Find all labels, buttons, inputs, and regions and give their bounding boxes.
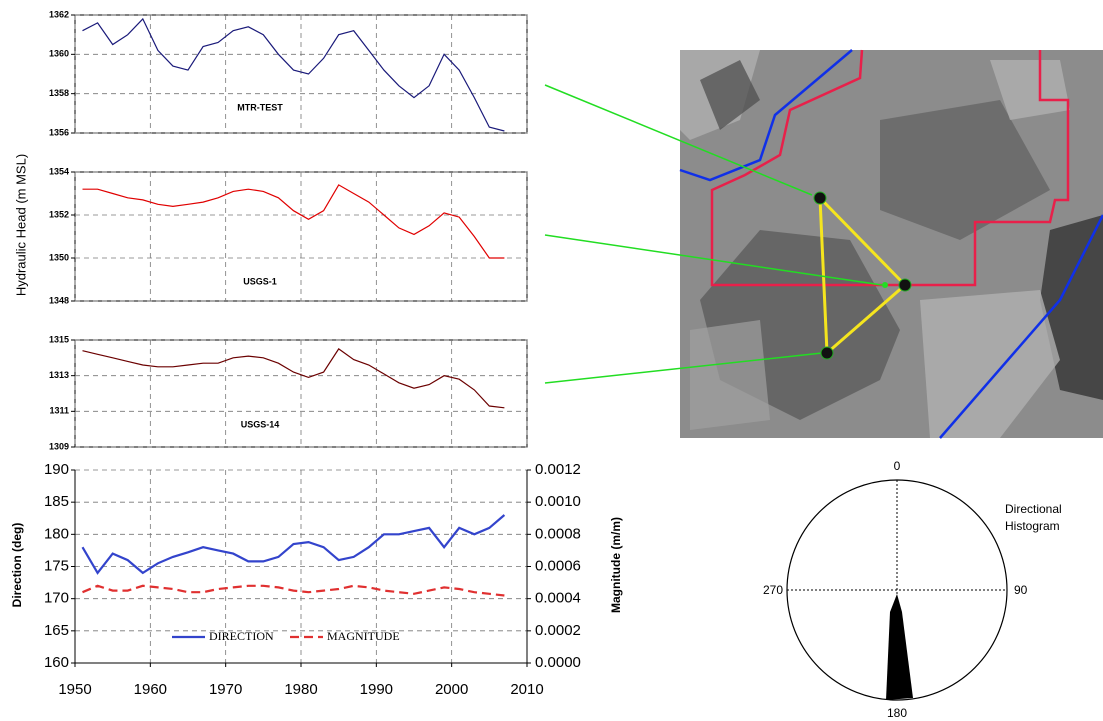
- map: [545, 50, 1103, 438]
- y2-tick-label: 0.0000: [535, 654, 581, 671]
- y-tick-label: 190: [44, 461, 69, 478]
- y-tick-label: 175: [44, 557, 69, 574]
- y2-tick-label: 0.0002: [535, 622, 581, 639]
- x-tick-label: 1950: [58, 681, 91, 698]
- y2-tick-label: 0.0004: [535, 590, 581, 607]
- shared-y-label: Hydraulic Head (m MSL): [13, 154, 28, 296]
- y-tick-label: 1315: [49, 334, 69, 344]
- legend-label: MAGNITUDE: [327, 629, 400, 643]
- y-tick-label: 1313: [49, 370, 69, 380]
- y2-tick-label: 0.0008: [535, 525, 581, 542]
- series-line: [83, 586, 505, 596]
- y2-tick-label: 0.0012: [535, 461, 581, 478]
- y2-tick-label: 0.0006: [535, 557, 581, 574]
- x-tick-label: 2000: [435, 681, 468, 698]
- y-tick-label: 165: [44, 622, 69, 639]
- y-tick-label: 1309: [49, 441, 69, 451]
- y-axis-label: Direction (deg): [10, 523, 24, 608]
- figure: Hydraulic Head (m MSL) 0 90 180 270 Dire…: [0, 0, 1103, 721]
- panel-title: MTR-TEST: [237, 102, 283, 112]
- y2-axis-label: Magnitude (m/m): [609, 517, 623, 613]
- angle-label: 90: [1014, 583, 1028, 597]
- legend-label: DIRECTION: [209, 629, 274, 643]
- y-tick-label: 1354: [49, 166, 69, 176]
- y-tick-label: 1348: [49, 295, 69, 305]
- x-tick-label: 1970: [209, 681, 242, 698]
- y-tick-label: 1352: [49, 209, 69, 219]
- angle-label: 270: [763, 583, 783, 597]
- y-tick-label: 1356: [49, 127, 69, 137]
- y-tick-label: 180: [44, 525, 69, 542]
- angle-label: 0: [894, 459, 901, 473]
- x-tick-label: 2010: [510, 681, 543, 698]
- y-tick-label: 1362: [49, 9, 69, 19]
- y-tick-label: 185: [44, 493, 69, 510]
- y-tick-label: 1350: [49, 252, 69, 262]
- y-tick-label: 160: [44, 654, 69, 671]
- x-tick-label: 1980: [284, 681, 317, 698]
- panel-title: USGS-1: [243, 276, 277, 286]
- x-tick-label: 1960: [134, 681, 167, 698]
- x-tick-label: 1990: [360, 681, 393, 698]
- y2-tick-label: 0.0010: [535, 493, 581, 510]
- rose-diagram: 0 90 180 270 Directional Histogram: [763, 459, 1062, 720]
- y-tick-label: 1358: [49, 88, 69, 98]
- y-tick-label: 1360: [49, 49, 69, 59]
- series-line: [83, 515, 505, 573]
- y-tick-label: 170: [44, 590, 69, 607]
- y-tick-label: 1311: [49, 406, 69, 416]
- angle-label: 180: [887, 706, 907, 720]
- rose-title: Histogram: [1005, 519, 1060, 533]
- rose-title: Directional: [1005, 502, 1062, 516]
- panel-title: USGS-14: [241, 419, 280, 429]
